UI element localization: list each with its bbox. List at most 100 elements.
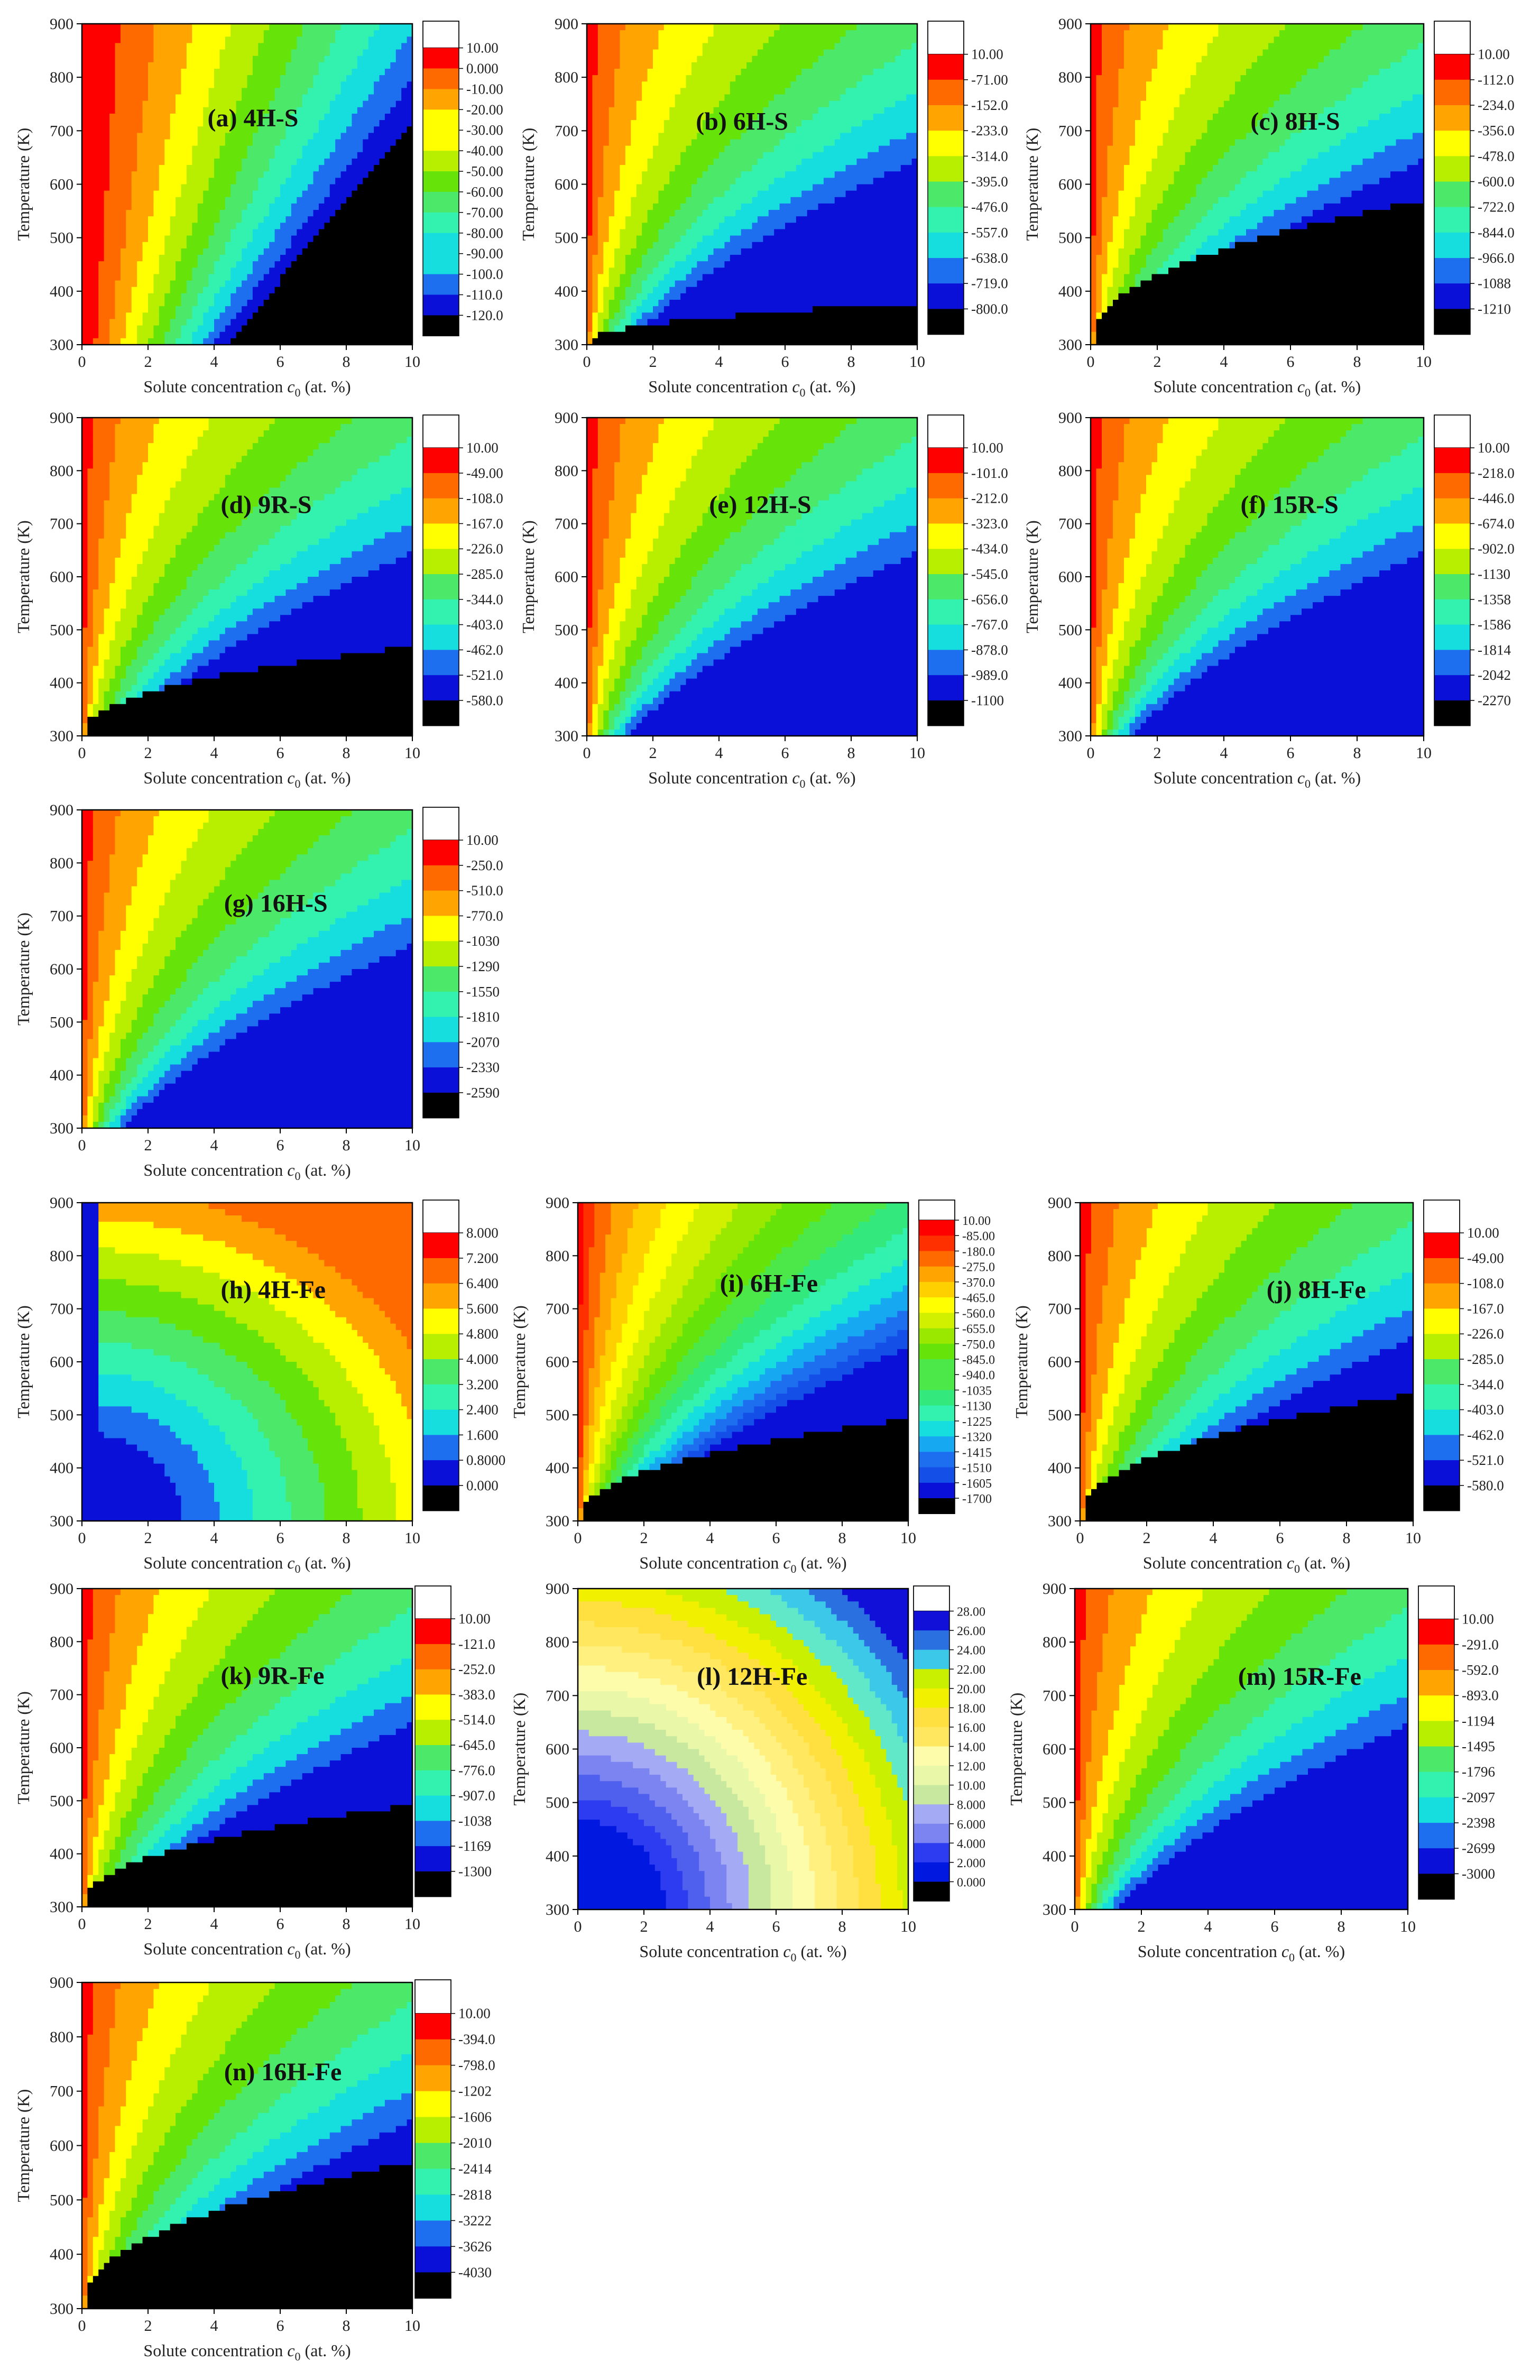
contour-cell — [104, 210, 110, 217]
contour-cell — [164, 338, 170, 345]
contour-cell — [82, 236, 88, 243]
contour-cell — [98, 36, 104, 43]
contour-cell — [121, 306, 126, 313]
contour-cell — [153, 281, 159, 288]
contour-cell — [159, 50, 165, 57]
contour-cell — [164, 24, 170, 31]
contour-cell — [109, 281, 115, 288]
contour-cell — [109, 69, 115, 76]
contour-cell — [148, 185, 154, 191]
contour-cell — [143, 120, 149, 127]
contour-cell — [82, 248, 88, 255]
contour-cell — [93, 338, 99, 345]
contour-cell — [132, 293, 137, 300]
contour-cell — [98, 312, 104, 319]
contour-cell — [87, 267, 93, 274]
contour-cell — [98, 306, 104, 313]
contour-cell — [164, 281, 170, 288]
contour-cell — [87, 36, 93, 43]
contour-cell — [170, 248, 176, 255]
contour-cell — [104, 197, 110, 204]
contour-cell — [137, 50, 143, 57]
contour-cell — [170, 165, 176, 172]
contour-cell — [153, 24, 159, 31]
contour-cell — [143, 24, 149, 31]
contour-cell — [98, 261, 104, 268]
contour-cell — [143, 236, 149, 243]
contour-cell — [164, 293, 170, 300]
contour-cell — [137, 326, 143, 333]
contour-cell — [164, 185, 170, 191]
contour-cell — [104, 88, 110, 95]
contour-cell — [153, 114, 159, 121]
contour-cell — [137, 24, 143, 31]
contour-cell — [170, 319, 176, 326]
contour-cell — [181, 24, 187, 31]
contour-cell — [137, 306, 143, 313]
contour-cell — [121, 75, 126, 82]
contour-cell — [98, 75, 104, 82]
contour-cell — [153, 223, 159, 229]
contour-cell — [87, 326, 93, 333]
contour-cell — [87, 43, 93, 50]
contour-cell — [153, 165, 159, 172]
contour-cell — [121, 332, 126, 339]
contour-cell — [159, 261, 165, 268]
contour-cell — [132, 332, 137, 339]
contour-cell — [87, 69, 93, 76]
contour-cell — [115, 332, 121, 339]
contour-cell — [148, 267, 154, 274]
contour-cell — [93, 312, 99, 319]
contour-cell — [121, 326, 126, 333]
contour-cell — [164, 287, 170, 294]
contour-cell — [126, 30, 132, 37]
contour-cell — [153, 50, 159, 57]
contour-cell — [159, 69, 165, 76]
contour-cell — [109, 30, 115, 37]
contour-cell — [164, 146, 170, 153]
contour-cell — [115, 43, 121, 50]
contour-cell — [137, 300, 143, 307]
contour-cell — [153, 216, 159, 223]
contour-cell — [115, 319, 121, 326]
contour-cell — [164, 126, 170, 133]
contour-cell — [132, 36, 137, 43]
contour-cell — [170, 146, 176, 153]
contour-cell — [98, 140, 104, 146]
contour-cell — [176, 81, 181, 88]
contour-cell — [82, 216, 88, 223]
contour-cell — [82, 306, 88, 313]
contour-cell — [109, 88, 115, 95]
contour-cell — [104, 140, 110, 146]
contour-cell — [87, 261, 93, 268]
contour-cell — [153, 152, 159, 159]
contour-cell — [164, 114, 170, 121]
contour-cell — [148, 223, 154, 229]
contour-cell — [121, 107, 126, 114]
contour-cell — [87, 24, 93, 31]
contour-cell — [126, 216, 132, 223]
contour-cell — [137, 120, 143, 127]
contour-cell — [159, 152, 165, 159]
contour-cell — [137, 312, 143, 319]
contour-cell — [170, 261, 176, 268]
contour-cell — [164, 178, 170, 185]
contour-cell — [104, 30, 110, 37]
contour-cell — [109, 165, 115, 172]
contour-cell — [87, 274, 93, 281]
contour-cell — [153, 204, 159, 210]
contour-cell — [170, 101, 176, 108]
contour-cell — [137, 185, 143, 191]
contour-cell — [104, 312, 110, 319]
contour-cell — [148, 88, 154, 95]
contour-cell — [153, 140, 159, 146]
contour-cell — [159, 210, 165, 217]
contour-cell — [126, 229, 132, 236]
contour-cell — [143, 287, 149, 294]
contour-cell — [87, 236, 93, 243]
contour-cell — [170, 178, 176, 185]
contour-cell — [143, 107, 149, 114]
contour-cell — [82, 312, 88, 319]
contour-cell — [143, 95, 149, 102]
contour-cell — [132, 338, 137, 345]
